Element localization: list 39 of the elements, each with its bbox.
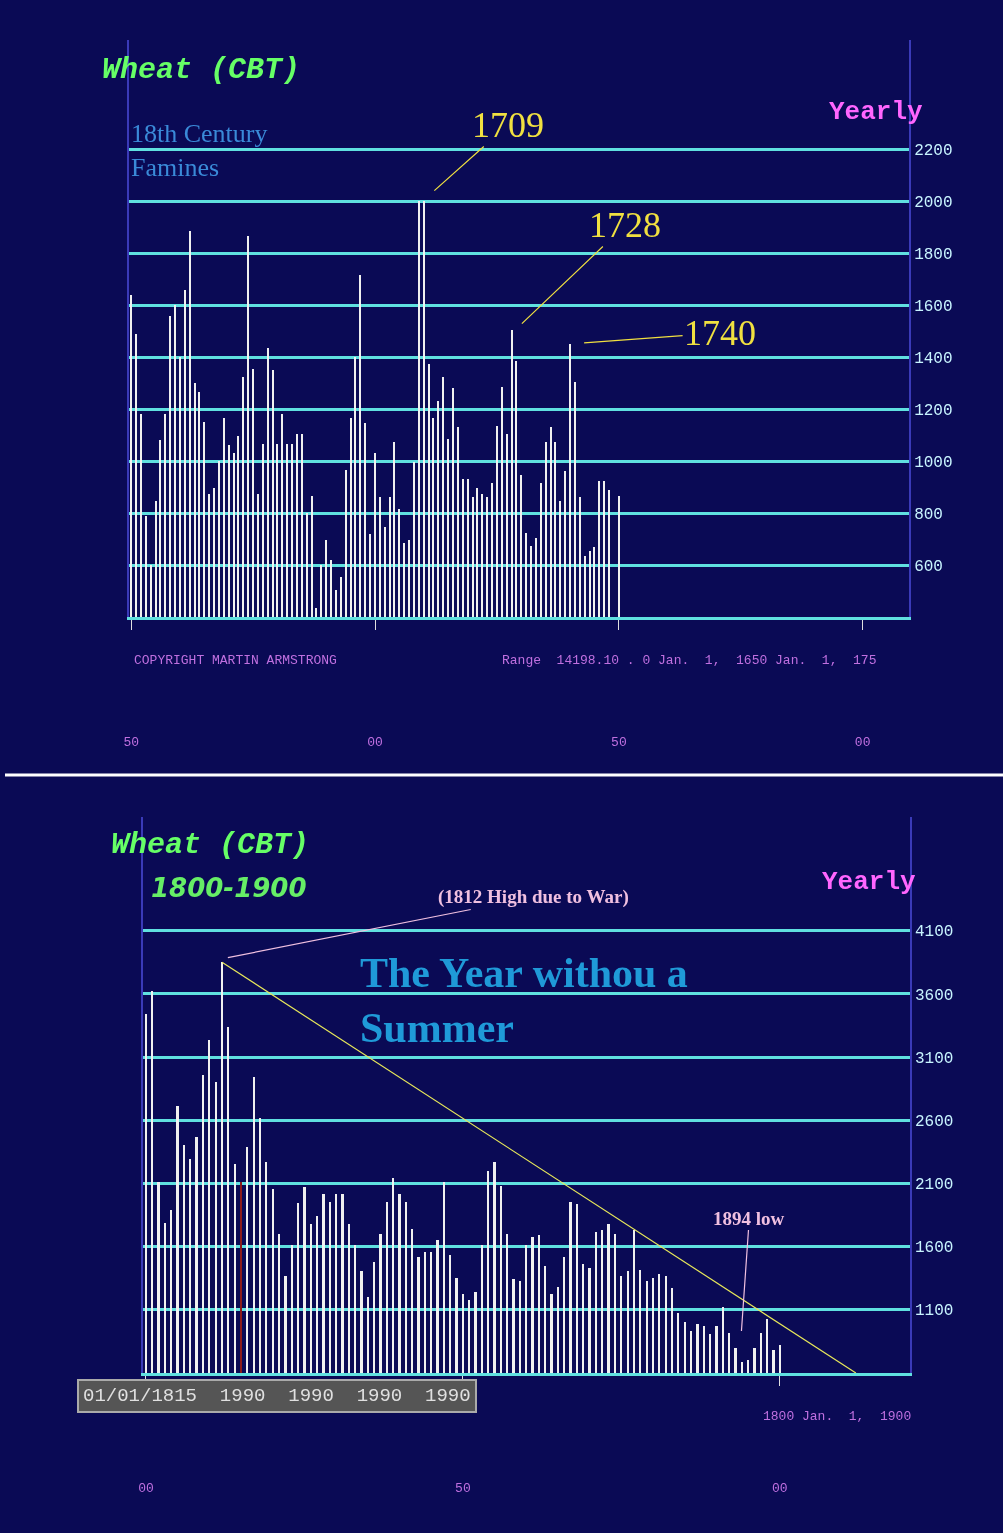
x-tick-label: 50	[455, 1480, 471, 1496]
y-tick-label: 1600	[914, 1239, 954, 1258]
x-tick-label: 00	[138, 1480, 154, 1496]
annotation: The Year withou a Summer	[360, 950, 688, 1051]
chart-title: Wheat (CBT)	[111, 828, 310, 862]
y-tick-label: 1400	[914, 349, 953, 368]
text: 1800 Jan. 1, 1900	[763, 1409, 912, 1424]
text: 1800-1900	[151, 873, 307, 903]
annotation: 1740	[684, 313, 756, 353]
y-tick-label: 1800	[914, 245, 953, 264]
y-tick-label: 2100	[914, 1176, 954, 1195]
annotation: 1709	[472, 105, 544, 145]
y-tick-label: 1000	[914, 453, 953, 472]
annotation: 1894 low	[713, 1208, 785, 1229]
y-tick-label: 2000	[914, 193, 953, 212]
annotation: 1728	[589, 205, 661, 245]
y-tick-label: 800	[914, 505, 943, 524]
x-tick-label: 00	[772, 1480, 788, 1496]
x-axis-title: Yearly	[822, 867, 917, 897]
y-tick-label: 600	[914, 557, 943, 576]
text: Range 14198.10 . 0 Jan. 1, 1650 Jan. 1, 175	[502, 653, 877, 668]
y-tick-label: 2200	[914, 141, 953, 160]
y-tick-label: 1600	[914, 297, 953, 316]
annotation: (1812 High due to War)	[438, 886, 629, 908]
x-tick-label: 00	[367, 734, 383, 750]
y-tick-label: 1100	[914, 1302, 954, 1321]
x-tick-label: 50	[611, 734, 627, 750]
y-tick-label: 2600	[914, 1112, 954, 1131]
y-tick-label: 3600	[914, 986, 954, 1005]
text: COPYRIGHT MARTIN ARMSTRONG	[134, 653, 337, 668]
text: 18th Century Famines	[131, 119, 268, 182]
x-axis-title: Yearly	[829, 97, 924, 127]
text: Wheat (CBT)	[102, 53, 301, 87]
y-tick-label: 4100	[914, 923, 954, 942]
y-tick-label: 3100	[914, 1049, 954, 1068]
x-tick-label: 50	[123, 734, 140, 750]
x-tick-label: 00	[854, 734, 871, 750]
text: 01/01/1815 1990 1990 1990 1990	[83, 1385, 471, 1407]
y-tick-label: 1200	[914, 401, 953, 420]
